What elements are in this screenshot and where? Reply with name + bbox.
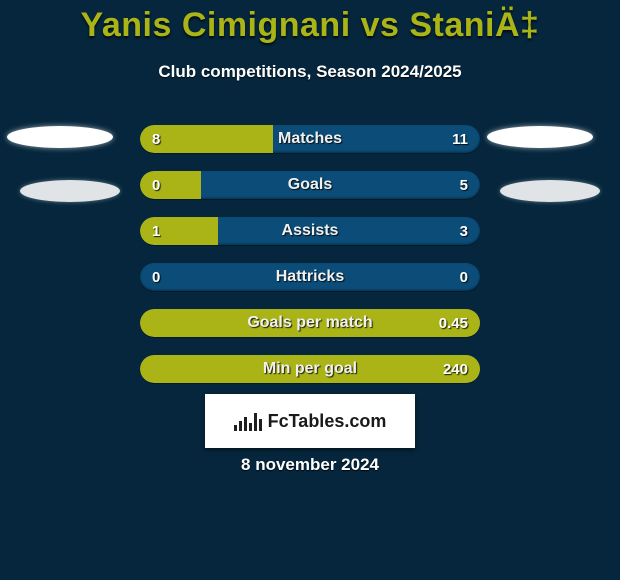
stat-rows: Matches811Goals05Assists13Hattricks00Goa… (140, 125, 480, 401)
stat-value-left: 1 (152, 217, 160, 245)
stat-row: Goals per match0.45 (140, 309, 480, 337)
stat-value-left: 8 (152, 125, 160, 153)
stat-value-right: 240 (443, 355, 468, 383)
player-right-avatar-shadow (487, 126, 593, 148)
stat-row: Matches8 11 (140, 125, 480, 153)
stat-label: Hattricks (140, 263, 480, 291)
player-left-avatar-shadow (7, 126, 113, 148)
stat-value-left: 0 (152, 263, 160, 291)
stat-row: Assists1 3 (140, 217, 480, 245)
player-right-base-shadow (500, 180, 600, 202)
stat-value-right: 0 (460, 263, 468, 291)
logo-text: FcTables.com (268, 411, 387, 432)
stat-label: Goals (140, 171, 480, 199)
subtitle: Club competitions, Season 2024/2025 (0, 62, 620, 82)
stat-label: Goals per match (140, 309, 480, 337)
stat-value-left: 0 (152, 171, 160, 199)
player-left-base-shadow (20, 180, 120, 202)
page-title: Yanis Cimignani vs StaniÄ‡ (0, 6, 620, 45)
logo-bars-icon (234, 411, 262, 431)
stat-row: Min per goal240 (140, 355, 480, 383)
stat-value-right: 5 (460, 171, 468, 199)
stat-label: Assists (140, 217, 480, 245)
stat-label: Min per goal (140, 355, 480, 383)
comparison-infographic: Yanis Cimignani vs StaniÄ‡ Club competit… (0, 0, 620, 580)
stat-value-right: 11 (452, 125, 468, 153)
stat-value-right: 3 (460, 217, 468, 245)
stat-row: Goals0 5 (140, 171, 480, 199)
stat-value-right: 0.45 (439, 309, 468, 337)
source-logo: FcTables.com (205, 394, 415, 448)
stat-label: Matches (140, 125, 480, 153)
date-label: 8 november 2024 (0, 455, 620, 475)
stat-row: Hattricks0 0 (140, 263, 480, 291)
